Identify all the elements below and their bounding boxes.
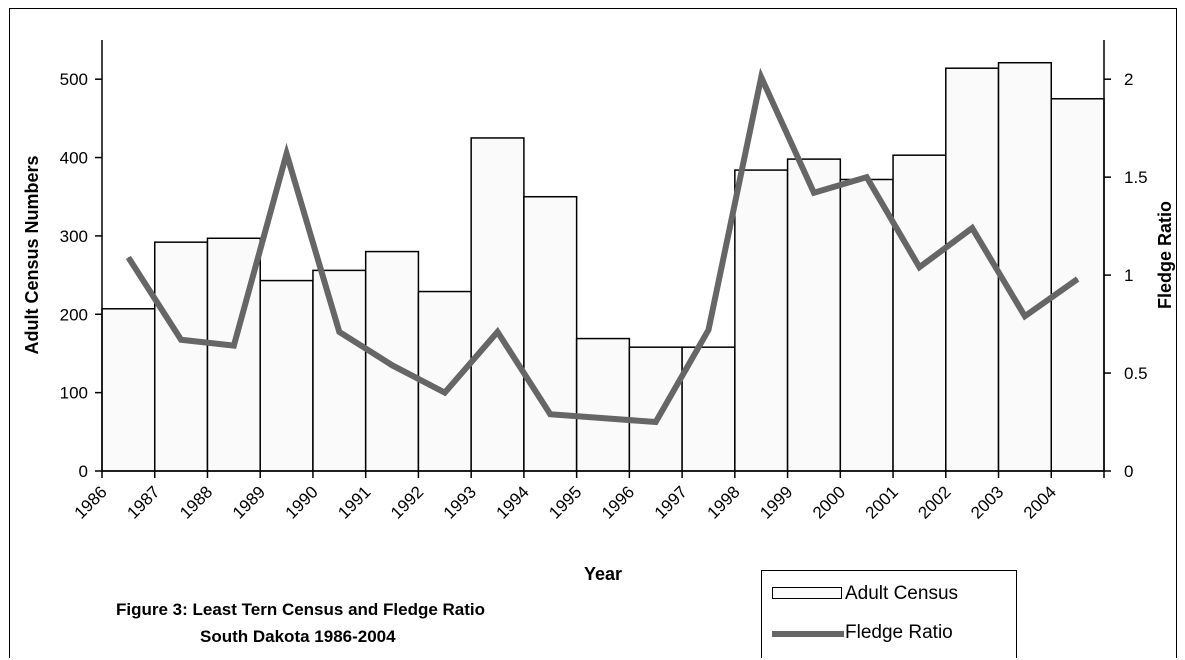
x-axis-ticks: 1986 1987 1988 1989 1990 1991 1992 1993 1994 1995… <box>71 471 1105 523</box>
fledge-ratio-point-1995 <box>602 417 604 419</box>
bar-1994 <box>523 195 578 472</box>
x-tick-label: 1997 <box>651 482 691 522</box>
chart-frame <box>9 8 1177 658</box>
x-tick-label: 2000 <box>809 482 849 522</box>
x-tick-label: 1994 <box>493 482 533 522</box>
bar-1993 <box>470 137 525 472</box>
y-tick-label: 0 <box>79 462 88 481</box>
bar-1991 <box>364 250 420 472</box>
y2-tick-label: 1 <box>1124 266 1133 285</box>
fledge-ratio-point-1991 <box>391 364 393 366</box>
x-tick-label: 1988 <box>176 482 216 522</box>
x-tick-label: 2003 <box>967 482 1007 522</box>
y2-tick-label: 2 <box>1124 70 1133 89</box>
fledge-ratio-point-2002 <box>971 227 973 229</box>
x-tick-label: 1990 <box>282 482 322 522</box>
legend-item-fledge-ratio: Fledge Ratio <box>762 618 1016 648</box>
figure-caption-line1: Figure 3: Least Tern Census and Fledge R… <box>116 600 486 619</box>
x-tick-label: 2002 <box>914 482 954 522</box>
fledge-ratio-point-1999 <box>813 192 815 194</box>
x-tick-label: 1989 <box>229 482 269 522</box>
fledge-ratio-point-2001 <box>918 266 920 268</box>
bar-1986 <box>101 308 156 472</box>
right-axis-ticks: 0 0.5 1 1.5 2 <box>1104 70 1148 481</box>
bar-1989 <box>259 279 314 472</box>
fledge-ratio-point-1996 <box>655 421 657 423</box>
y-tick-label: 200 <box>60 305 88 324</box>
y2-axis-title: Fledge Ratio <box>1155 201 1175 309</box>
legend-label-adult-census: Adult Census <box>845 583 959 604</box>
y2-tick-label: 0 <box>1124 462 1133 481</box>
x-tick-label: 2004 <box>1020 482 1060 522</box>
x-tick-label: 2001 <box>862 482 902 522</box>
x-tick-label: 1999 <box>756 482 796 522</box>
bar-1999 <box>786 158 842 472</box>
x-tick-label: 1992 <box>387 482 427 522</box>
bar-2000 <box>839 178 894 472</box>
bar-2002 <box>945 67 1000 472</box>
line-series-fledge-ratio <box>125 67 1080 426</box>
bar-2004 <box>1050 98 1105 472</box>
bar-1996 <box>628 346 683 472</box>
y2-tick-label: 1.5 <box>1124 168 1148 187</box>
legend-label-fledge-ratio: Fledge Ratio <box>845 622 953 643</box>
fledge-ratio-point-1993 <box>497 331 499 333</box>
bar-1998 <box>734 169 789 472</box>
legend-line-swatch <box>772 631 844 637</box>
fledge-ratio-point-1990 <box>338 331 340 333</box>
fledge-ratio-point-1994 <box>549 413 551 415</box>
x-tick-label: 1998 <box>703 482 743 522</box>
y2-tick-label: 0.5 <box>1124 364 1148 383</box>
legend-bar-swatch <box>772 587 842 599</box>
x-tick-label: 1986 <box>71 482 111 522</box>
axes <box>101 40 1105 472</box>
bar-1987 <box>153 241 209 472</box>
left-axis-ticks: 0 100 200 300 400 500 <box>60 70 102 481</box>
fledge-ratio-point-1998 <box>760 76 762 78</box>
x-tick-label: 1991 <box>334 482 374 522</box>
x-tick-label: 1987 <box>123 482 163 522</box>
fledge-ratio-point-1997 <box>707 329 709 331</box>
fledge-ratio-point-1988 <box>233 345 235 347</box>
y-axis-title: Adult Census Numbers <box>22 155 42 354</box>
bar-2003 <box>997 61 1053 472</box>
y-tick-label: 500 <box>60 70 88 89</box>
bar-1990 <box>312 269 367 472</box>
figure-caption-line2: South Dakota 1986-2004 <box>200 627 396 646</box>
x-tick-label: 1995 <box>545 482 585 522</box>
fledge-ratio-point-1989 <box>286 153 288 155</box>
bar-2001 <box>892 154 947 472</box>
y-tick-label: 300 <box>60 227 88 246</box>
x-tick-label: 1993 <box>440 482 480 522</box>
fledge-ratio-point-2003 <box>1024 315 1026 317</box>
legend-item-adult-census: Adult Census <box>762 579 1016 609</box>
fledge-ratio-point-1992 <box>444 392 446 394</box>
y-tick-label: 100 <box>60 384 88 403</box>
x-axis-title: Year <box>584 564 622 584</box>
fledge-ratio-point-1986 <box>127 256 129 258</box>
fledge-ratio-point-2004 <box>1077 278 1079 280</box>
chart-legend: Adult Census Fledge Ratio <box>761 570 1017 658</box>
fledge-ratio-point-2000 <box>866 176 868 178</box>
y-tick-label: 400 <box>60 149 88 168</box>
fledge-ratio-point-1987 <box>180 339 182 341</box>
bar-1995 <box>575 337 631 472</box>
x-tick-label: 1996 <box>598 482 638 522</box>
bar-series-adult-census <box>101 61 1105 472</box>
